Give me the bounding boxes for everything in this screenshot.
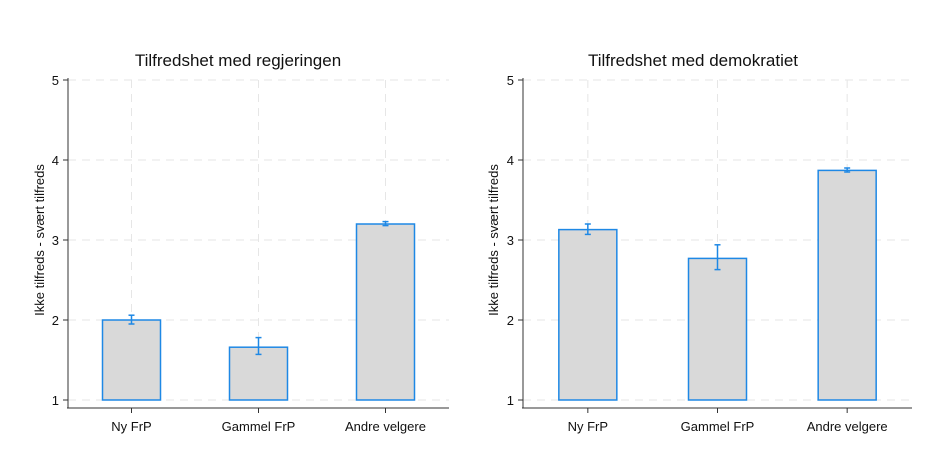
x-tick-label-1-3: Andre velgere bbox=[345, 419, 426, 434]
bar-1-1 bbox=[101, 319, 162, 401]
y-axis-label-2: Ikke tilfreds - svært tilfreds bbox=[486, 164, 501, 316]
y-axis-label-1: Ikke tilfreds - svært tilfreds bbox=[32, 164, 47, 316]
y-tick-label-1-5: 5 bbox=[52, 73, 59, 88]
x-tick-label-1-1: Ny FrP bbox=[111, 419, 151, 434]
y-tick-label-1-1: 1 bbox=[52, 393, 59, 408]
y-tick-label-1-4: 4 bbox=[52, 153, 59, 168]
y-tick-label-1-2: 2 bbox=[52, 313, 59, 328]
chart-title-2: Tilfredshet med demokratiet bbox=[588, 51, 798, 70]
y-tick-label-2-4: 4 bbox=[507, 153, 514, 168]
x-tick-label-2-3: Andre velgere bbox=[807, 419, 888, 434]
x-tick-label-2-2: Gammel FrP bbox=[681, 419, 755, 434]
bar-1-2 bbox=[228, 346, 289, 401]
bar-2-2 bbox=[687, 257, 748, 401]
bar-1-3 bbox=[355, 223, 416, 401]
y-tick-label-2-5: 5 bbox=[507, 73, 514, 88]
bar-2-3 bbox=[817, 169, 877, 401]
y-tick-label-2-1: 1 bbox=[507, 393, 514, 408]
x-tick-label-2-1: Ny FrP bbox=[568, 419, 608, 434]
y-tick-label-1-3: 3 bbox=[52, 233, 59, 248]
y-tick-label-2-3: 3 bbox=[507, 233, 514, 248]
bar-2-1 bbox=[558, 228, 618, 401]
chart-title-1: Tilfredshet med regjeringen bbox=[135, 51, 341, 70]
x-tick-label-1-2: Gammel FrP bbox=[222, 419, 296, 434]
y-tick-label-2-2: 2 bbox=[507, 313, 514, 328]
